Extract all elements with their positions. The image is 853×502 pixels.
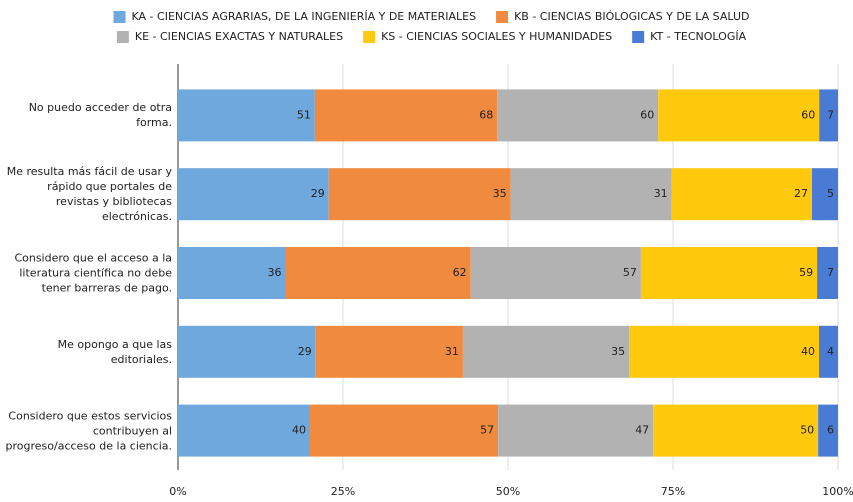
legend-label: KT - TECNOLOGÍA: [650, 30, 746, 43]
legend-swatch: [496, 11, 509, 23]
legend-label: KB - CIENCIAS BIÓLOGICAS Y DE LA SALUD: [514, 10, 749, 23]
legend-swatch: [363, 31, 376, 43]
value-label: 7: [827, 266, 834, 279]
bar-segment: [818, 404, 838, 457]
x-tick-label: 25%: [331, 485, 355, 498]
bar-segment: [510, 168, 672, 221]
category-label: No puedo acceder de otra forma.: [28, 101, 172, 130]
bar-segment: [653, 404, 819, 457]
value-label: 40: [801, 345, 815, 358]
x-tick-label: 50%: [496, 485, 520, 498]
bar-segment: [178, 168, 329, 221]
bar-segment: [819, 325, 838, 378]
value-label: 6: [827, 424, 834, 437]
legend-swatch: [113, 11, 126, 23]
legend-label: KS - CIENCIAS SOCIALES Y HUMANIDADES: [381, 30, 612, 43]
value-label: 60: [640, 108, 654, 121]
value-label: 68: [479, 108, 493, 121]
legend-swatch: [632, 31, 645, 43]
value-label: 51: [297, 108, 311, 121]
bar-segment: [658, 89, 820, 142]
bar-segment: [817, 247, 838, 299]
bar-segment: [178, 89, 315, 142]
category-label: Me resulta más fácil de usar y rápido qu…: [6, 165, 172, 224]
bar-segment: [498, 404, 654, 457]
bar-segment: [640, 247, 818, 299]
value-label: 57: [623, 266, 637, 279]
value-label: 5: [827, 187, 834, 200]
bar-segment: [178, 404, 310, 457]
value-label: 29: [311, 187, 325, 200]
bar-segment: [178, 247, 286, 299]
value-label: 36: [268, 266, 282, 279]
category-label: Considero que el acceso a la literatura …: [14, 251, 172, 295]
value-label: 7: [827, 108, 834, 121]
bar-segment: [178, 325, 316, 378]
legend-label: KE - CIENCIAS EXACTAS Y NATURALES: [135, 30, 343, 43]
x-tick-label: 100%: [822, 485, 853, 498]
value-label: 27: [794, 187, 808, 200]
legend-label: KA - CIENCIAS AGRARIAS, DE LA INGENIERÍA…: [132, 10, 477, 23]
value-label: 29: [298, 345, 312, 358]
bar-segment: [462, 325, 630, 378]
value-label: 31: [445, 345, 459, 358]
category-label: Me opongo a que las editoriales.: [57, 337, 172, 366]
legend-swatch: [116, 31, 129, 43]
value-label: 31: [654, 187, 668, 200]
bar-segment: [470, 247, 641, 299]
value-label: 60: [801, 108, 815, 121]
value-label: 4: [827, 345, 834, 358]
bar-segment: [497, 89, 659, 142]
bar-segment: [315, 325, 463, 378]
bar-segment: [812, 168, 838, 221]
value-label: 35: [611, 345, 625, 358]
bar-segment: [285, 247, 471, 299]
category-label: Considero que estos servicios contribuye…: [5, 409, 172, 453]
value-label: 57: [480, 424, 494, 437]
bar-segment: [310, 404, 499, 457]
x-tick-label: 75%: [661, 485, 685, 498]
value-label: 40: [292, 424, 306, 437]
bar-segment: [328, 168, 511, 221]
bar-segment: [314, 89, 498, 142]
bar-segment: [629, 325, 820, 378]
x-tick-label: 0%: [169, 485, 186, 498]
value-label: 62: [453, 266, 467, 279]
bar-segment: [671, 168, 813, 221]
value-label: 59: [799, 266, 813, 279]
value-label: 47: [635, 424, 649, 437]
value-label: 35: [493, 187, 507, 200]
bar-segment: [819, 89, 838, 142]
value-label: 50: [800, 424, 814, 437]
